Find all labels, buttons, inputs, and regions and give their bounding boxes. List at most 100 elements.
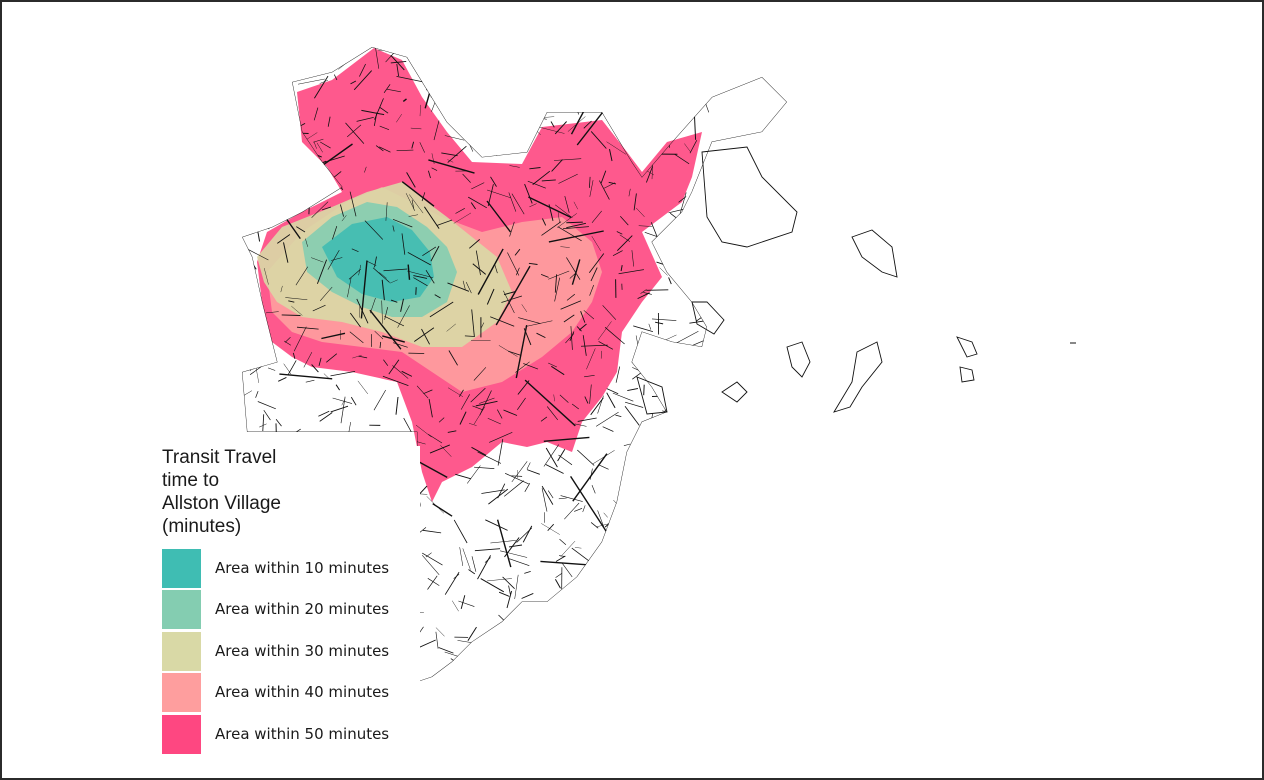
street-segment — [386, 88, 401, 93]
street-segment — [584, 396, 589, 404]
street-segment — [283, 363, 292, 375]
street-segment — [335, 384, 341, 391]
street-segment — [284, 340, 291, 346]
street-segment — [518, 317, 541, 324]
street-segment — [633, 325, 654, 333]
major-road — [369, 309, 402, 350]
street-segment — [686, 560, 690, 569]
street-segment — [667, 559, 684, 564]
street-segment — [525, 320, 553, 327]
street-segment — [611, 681, 628, 682]
street-segment — [557, 226, 582, 242]
street-segment — [311, 257, 324, 263]
street-segment — [278, 130, 293, 152]
street-segment — [374, 256, 377, 268]
street-segment — [438, 417, 445, 423]
street-segment — [358, 355, 368, 359]
street-segment — [657, 501, 676, 503]
street-segment — [615, 414, 622, 417]
street-segment — [673, 446, 681, 463]
street-segment — [277, 91, 284, 103]
street-segment — [347, 277, 352, 298]
street-segment — [529, 106, 534, 126]
street-segment — [622, 486, 630, 495]
street-segment — [460, 394, 470, 410]
street-segment — [502, 62, 511, 75]
street-segment — [555, 573, 562, 578]
street-segment — [290, 56, 312, 70]
street-segment — [392, 218, 413, 228]
harbor-islands — [636, 146, 1076, 415]
street-segment — [618, 543, 627, 550]
street-segment — [633, 193, 637, 211]
street-segment — [621, 567, 637, 592]
street-segment — [252, 303, 255, 314]
street-segment — [704, 547, 712, 553]
street-segment — [312, 304, 326, 312]
street-segment — [454, 103, 465, 110]
street-segment — [349, 191, 357, 217]
street-segment — [296, 226, 306, 233]
street-segment — [431, 153, 435, 165]
street-segment — [540, 274, 549, 278]
street-segment — [287, 360, 297, 376]
street-segment — [507, 350, 521, 356]
street-segment — [346, 124, 362, 138]
street-segment — [524, 483, 531, 492]
street-segment — [474, 548, 501, 552]
street-segment — [573, 201, 578, 210]
street-segment — [283, 242, 289, 263]
street-segment — [553, 158, 582, 161]
street-segment — [588, 253, 605, 274]
street-segment — [284, 194, 293, 198]
major-road — [432, 503, 453, 517]
street-segment — [539, 66, 561, 75]
street-segment — [435, 76, 456, 89]
street-segment — [440, 671, 448, 674]
street-segment — [657, 591, 665, 598]
street-segment — [429, 301, 454, 318]
street-segment — [423, 206, 440, 229]
major-road — [321, 332, 346, 340]
street-segment — [349, 331, 364, 344]
street-segment — [684, 143, 691, 153]
street-segment — [615, 366, 621, 383]
island-outline — [851, 229, 898, 278]
street-segment — [618, 648, 637, 668]
street-segment — [373, 112, 378, 126]
street-segment — [427, 578, 440, 586]
street-segment — [555, 204, 573, 219]
street-segment — [651, 577, 668, 580]
legend-label-50: Area within 50 minutes — [215, 725, 390, 743]
street-segment — [449, 55, 466, 58]
street-segment — [480, 86, 484, 94]
street-segment — [580, 344, 608, 347]
street-segment — [558, 497, 567, 500]
street-segment — [407, 270, 433, 278]
street-segment — [606, 141, 627, 155]
legend-label-30: Area within 30 minutes — [215, 642, 390, 660]
street-segment — [305, 238, 308, 247]
street-segment — [508, 544, 523, 548]
street-segment — [248, 129, 259, 146]
street-segment — [490, 176, 497, 187]
street-segment — [297, 168, 303, 175]
street-segment — [640, 481, 658, 503]
street-segment — [623, 525, 635, 542]
street-segment — [253, 194, 261, 203]
street-segment — [275, 163, 302, 168]
street-segment — [389, 279, 398, 284]
street-segment — [455, 473, 472, 480]
street-segment — [582, 564, 603, 578]
major-road — [524, 379, 576, 427]
street-segment — [612, 250, 623, 257]
street-segment — [651, 395, 672, 397]
street-segment — [430, 245, 440, 262]
street-segment — [617, 83, 624, 91]
street-segment — [583, 120, 592, 129]
street-segment — [319, 412, 333, 422]
street-segment — [545, 447, 558, 468]
street-segment — [675, 330, 699, 344]
street-segment — [473, 367, 487, 381]
